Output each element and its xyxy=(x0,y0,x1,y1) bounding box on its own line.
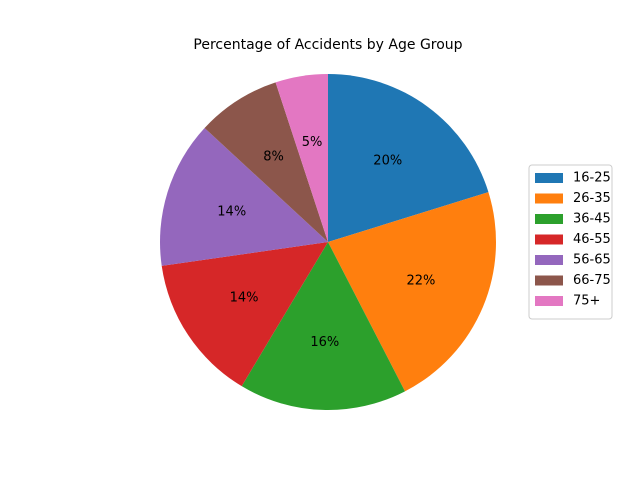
pie-slice-labels: 20% 22% 16% 14% 14% 8% 5% xyxy=(217,135,435,350)
slice-label-75+: 5% xyxy=(302,135,323,150)
legend-label-56-65: 56-65 xyxy=(573,253,611,268)
legend-label-36-45: 36-45 xyxy=(573,212,611,227)
legend-swatch-56-65 xyxy=(535,255,563,265)
legend-label-16-25: 16-25 xyxy=(573,171,611,186)
legend-label-66-75: 66-75 xyxy=(573,273,611,288)
legend-swatch-26-35 xyxy=(535,193,563,204)
legend-label-75+: 75+ xyxy=(573,294,600,309)
pie-slice-36-45 xyxy=(241,242,405,410)
pie-slice-75+ xyxy=(275,74,328,242)
slice-label-46-55: 14% xyxy=(230,290,259,305)
pie-slice-66-75 xyxy=(204,82,328,242)
legend-swatch-36-45 xyxy=(535,214,563,224)
pie-slice-56-65 xyxy=(160,128,328,266)
legend-items: 16-25 26-35 36-45 46-55 56-65 66-75 75+ xyxy=(535,171,611,309)
legend-swatch-16-25 xyxy=(535,173,563,183)
pie-slices xyxy=(160,74,497,410)
legend-label-26-35: 26-35 xyxy=(573,191,611,206)
legend-swatch-75+ xyxy=(535,296,563,306)
pie-slice-16-25 xyxy=(328,74,489,242)
legend-label-46-55: 46-55 xyxy=(573,232,611,247)
pie-slice-46-55 xyxy=(161,242,328,387)
slice-label-56-65: 14% xyxy=(217,205,246,220)
slice-label-26-35: 22% xyxy=(407,273,436,288)
legend-swatch-46-55 xyxy=(535,234,563,245)
chart-legend: 16-25 26-35 36-45 46-55 56-65 66-75 75+ xyxy=(528,164,613,320)
chart-title: Percentage of Accidents by Age Group xyxy=(193,37,462,53)
slice-label-66-75: 8% xyxy=(263,150,284,165)
pie-slice-26-35 xyxy=(328,192,497,392)
slice-label-16-25: 20% xyxy=(373,153,402,168)
slice-label-36-45: 16% xyxy=(310,335,339,350)
legend-swatch-66-75 xyxy=(535,275,563,286)
